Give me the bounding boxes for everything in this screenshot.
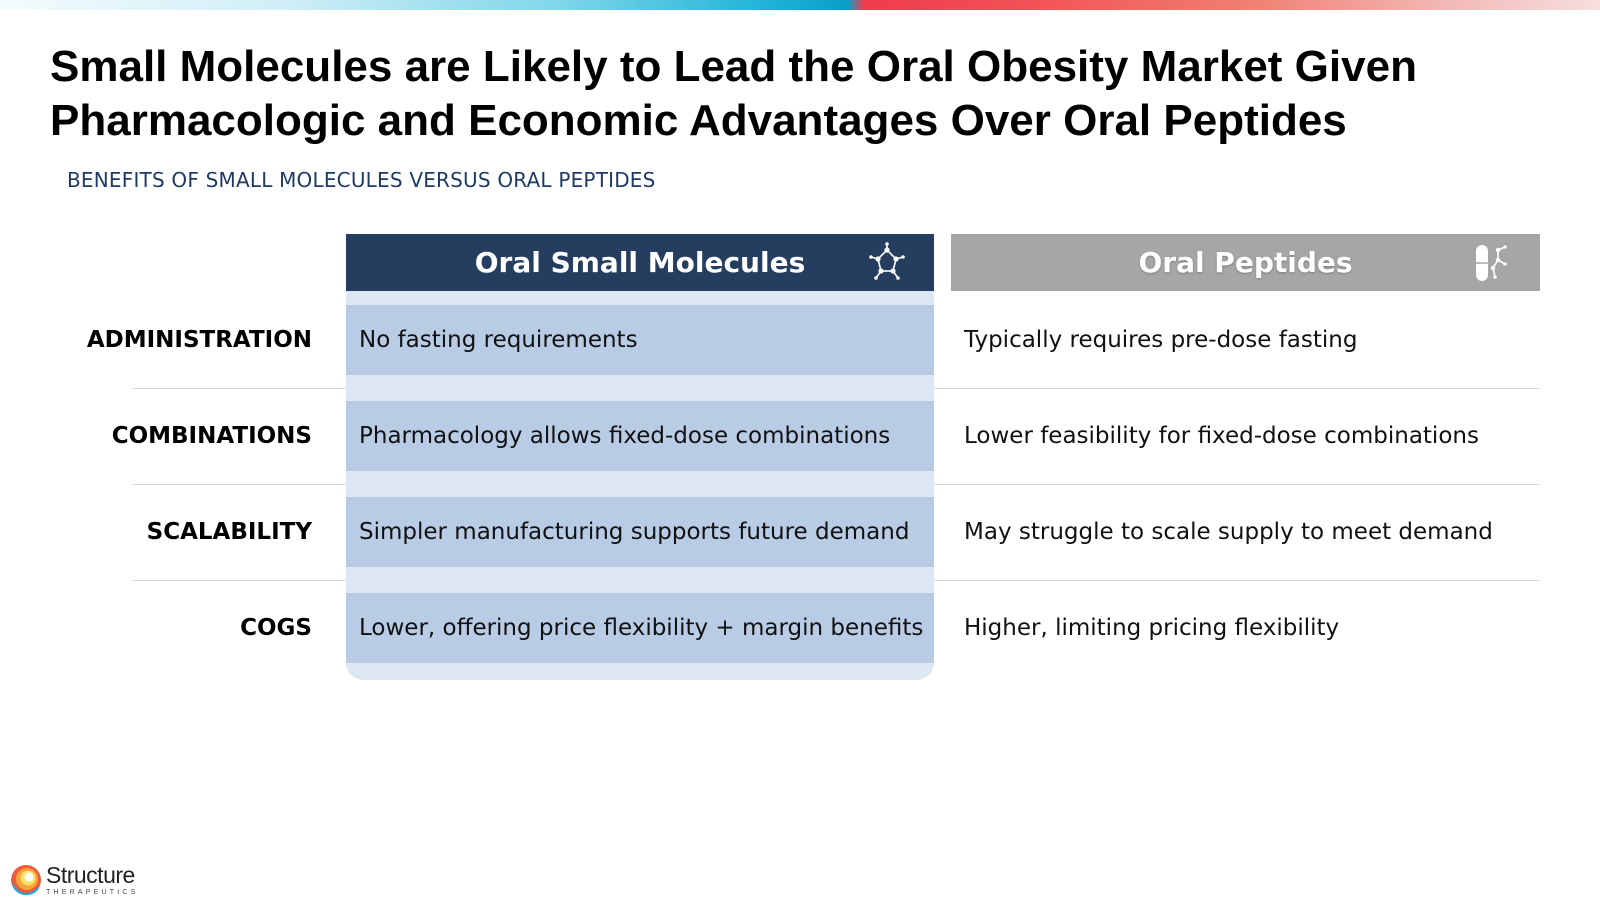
row-divider: [132, 580, 346, 581]
cell-peptides-cogs: Higher, limiting pricing flexibility: [964, 615, 1340, 641]
cell-peptides-administration: Typically requires pre-dose fasting: [964, 327, 1358, 353]
cell-small-molecules-administration: No fasting requirements: [346, 305, 934, 375]
logo-name: Structure: [46, 862, 135, 888]
slide-title-line-2: Pharmacologic and Economic Advantages Ov…: [50, 96, 1347, 145]
header-oral-peptides-label: Oral Peptides: [1138, 246, 1353, 279]
cell-small-molecules-cogs: Lower, offering price flexibility + marg…: [346, 593, 934, 663]
company-logo: Structure THERAPEUTICS: [10, 864, 138, 896]
slide-title-line-1: Small Molecules are Likely to Lead the O…: [50, 42, 1417, 91]
row-divider: [934, 484, 1540, 485]
header-oral-peptides: Oral Peptides: [951, 234, 1540, 291]
slide-subtitle: BENEFITS OF SMALL MOLECULES VERSUS ORAL …: [67, 168, 656, 192]
row-label-cogs: COGS: [240, 615, 312, 641]
capsule-peptide-icon: [1476, 245, 1507, 281]
top-gradient-bar: [0, 0, 1600, 10]
cell-peptides-scalability: May struggle to scale supply to meet dem…: [964, 519, 1493, 545]
row-divider: [132, 484, 346, 485]
row-divider: [132, 388, 346, 389]
row-divider: [934, 388, 1540, 389]
cell-peptides-combinations: Lower feasibility for fixed-dose combina…: [964, 423, 1479, 449]
cell-small-molecules-combinations: Pharmacology allows fixed-dose combinati…: [346, 401, 934, 471]
header-oral-small-molecules-label: Oral Small Molecules: [474, 246, 806, 279]
logo-subtitle: THERAPEUTICS: [46, 889, 139, 896]
slide-title: Small Molecules are Likely to Lead the O…: [50, 40, 1530, 148]
header-oral-small-molecules: Oral Small Molecules: [346, 234, 934, 291]
cell-small-molecules-scalability: Simpler manufacturing supports future de…: [346, 497, 934, 567]
row-divider: [934, 580, 1540, 581]
row-label-combinations: COMBINATIONS: [111, 423, 312, 449]
molecule-icon: [869, 242, 905, 280]
row-label-scalability: SCALABILITY: [146, 519, 312, 545]
structure-logo-mark-icon: [11, 865, 41, 896]
row-label-administration: ADMINISTRATION: [86, 327, 312, 353]
